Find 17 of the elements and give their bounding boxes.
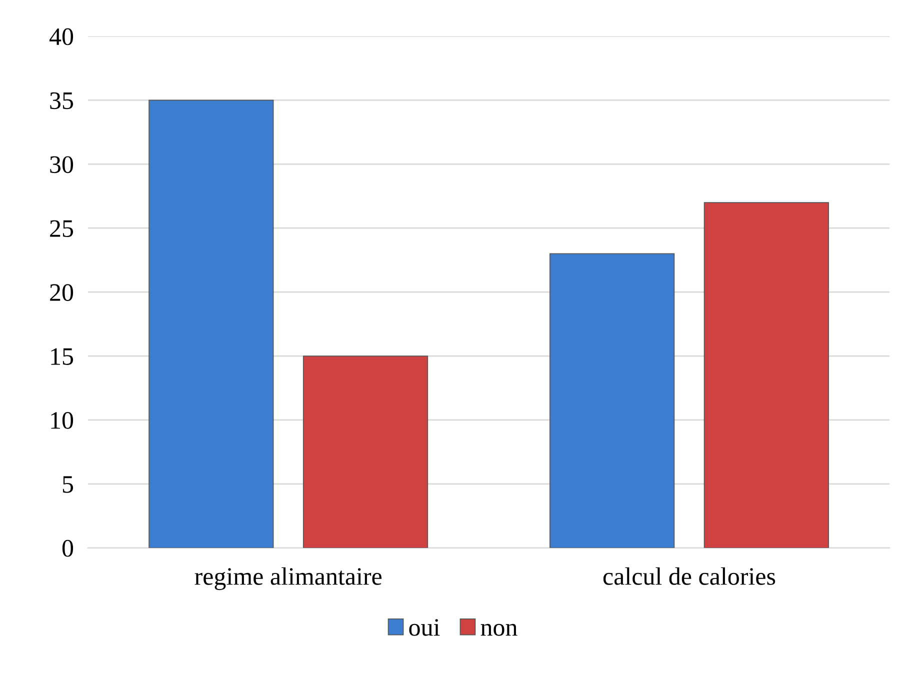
y-tick-label: 0 xyxy=(62,540,74,557)
y-tick-label: 5 xyxy=(62,476,74,493)
legend-label: non xyxy=(480,624,518,636)
bar xyxy=(550,253,675,548)
bar xyxy=(302,356,428,548)
y-tick-label: 25 xyxy=(50,220,74,238)
y-tick-label: 20 xyxy=(50,284,74,301)
y-tick-label: 30 xyxy=(50,156,74,174)
y-tick-label: 10 xyxy=(51,412,74,429)
x-tick-label: regime alimantaire xyxy=(194,567,382,590)
legend-label: oui xyxy=(409,619,440,636)
y-tick-label: 40 xyxy=(49,28,74,46)
x-tick-label: calcul de calories xyxy=(603,567,776,585)
bar xyxy=(148,100,274,548)
y-tick-label: 15 xyxy=(51,348,74,365)
bar xyxy=(704,202,829,548)
y-tick-label: 35 xyxy=(50,92,74,110)
